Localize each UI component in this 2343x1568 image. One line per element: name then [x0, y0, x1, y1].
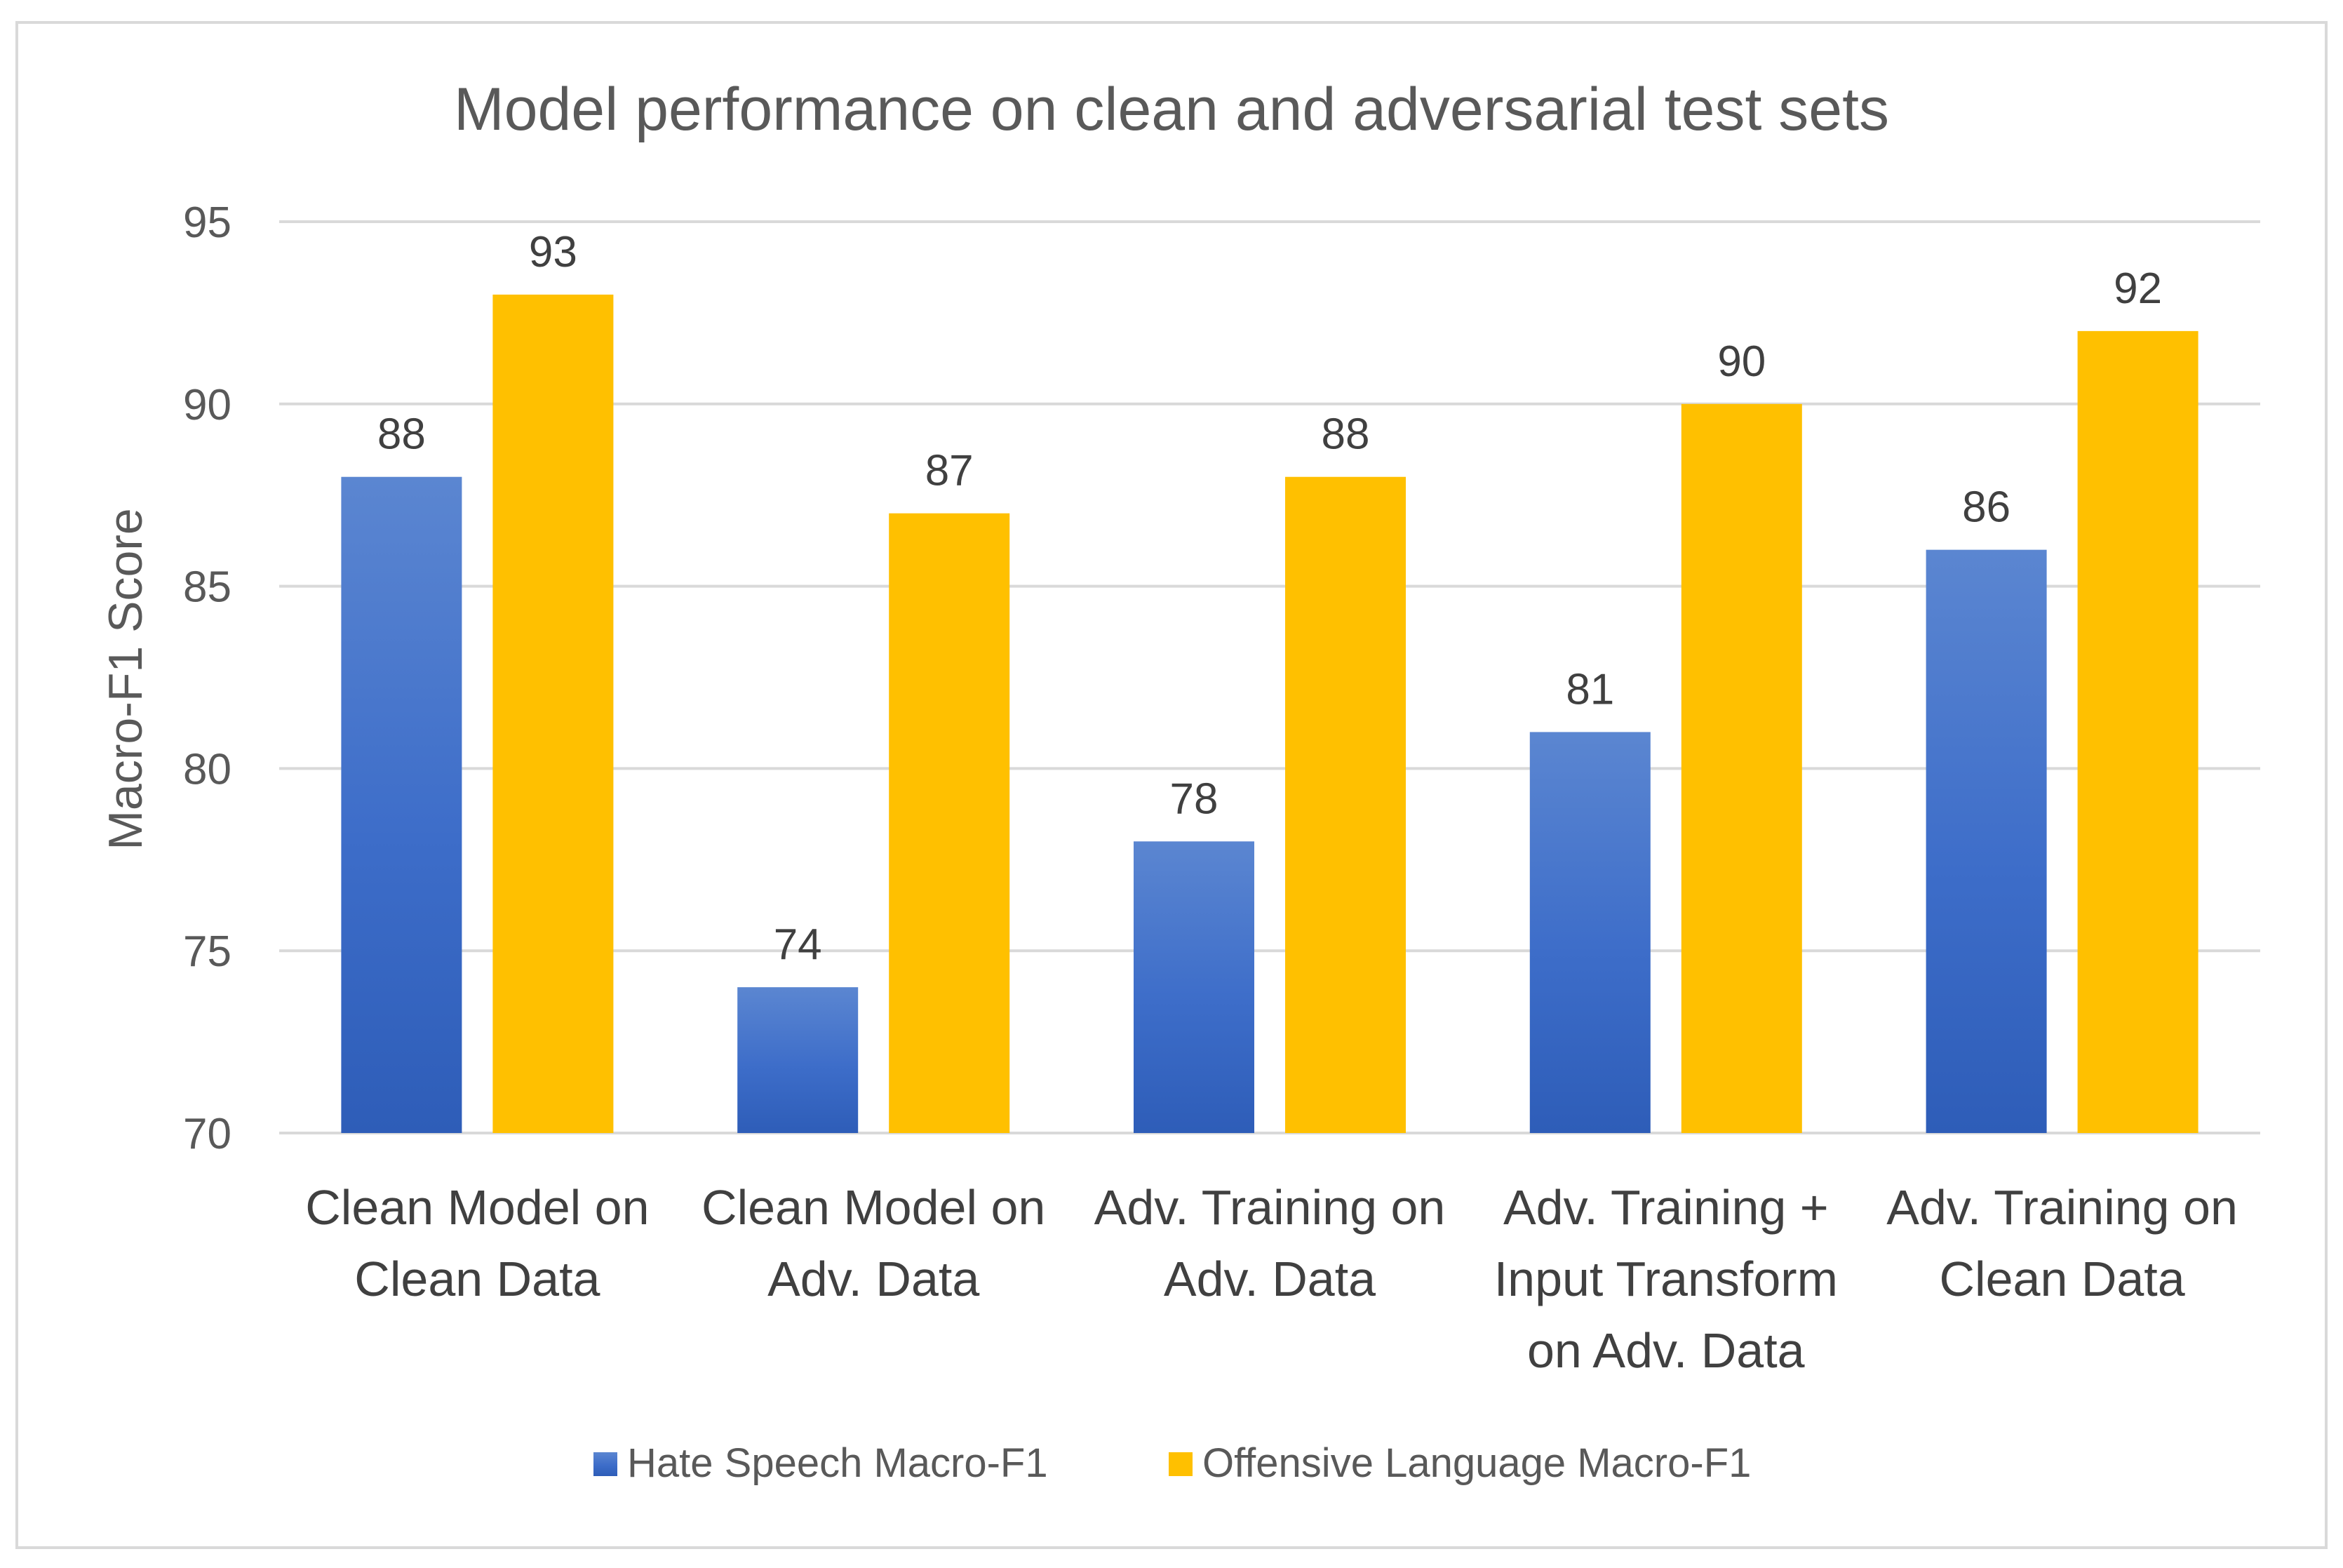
x-category-label: Adv. Data	[1164, 1252, 1376, 1306]
bars	[341, 294, 2198, 1133]
y-axis-label: Macro-F1 Score	[99, 508, 152, 850]
x-category-label: Input Transform	[1494, 1252, 1838, 1306]
x-category-label: Clean Data	[1939, 1252, 2184, 1306]
x-category-label: Adv. Training on	[1094, 1180, 1446, 1235]
x-category-label: Clean Model on	[305, 1180, 649, 1235]
offensive-language-bar	[889, 513, 1010, 1133]
x-category-label: Clean Model on	[701, 1180, 1045, 1235]
y-tick-label: 70	[183, 1110, 231, 1158]
data-label: 86	[1962, 483, 2010, 532]
hate-speech-bar	[1926, 549, 2047, 1133]
legend-label: Offensive Language Macro-F1	[1202, 1440, 1751, 1486]
hate-speech-bar	[737, 987, 859, 1133]
hate-speech-bar	[1134, 841, 1254, 1133]
x-axis-categories: Clean Model on Clean Data Clean Model on Ad…	[305, 1180, 2238, 1378]
data-label: 88	[377, 410, 426, 459]
legend: Hate Speech Macro-F1 Offensive Language M…	[593, 1440, 1751, 1486]
y-tick-label: 85	[183, 563, 231, 612]
y-axis-ticks: 70 75 80 85 90 95	[183, 199, 231, 1158]
y-tick-label: 80	[183, 745, 231, 793]
x-category-label: Adv. Training on	[1886, 1180, 2238, 1235]
hate-speech-bar	[341, 476, 462, 1133]
y-tick-label: 95	[183, 199, 231, 247]
offensive-language-bar	[492, 294, 614, 1133]
legend-label: Hate Speech Macro-F1	[627, 1440, 1048, 1486]
data-label: 88	[1322, 410, 1370, 459]
data-label: 87	[925, 447, 974, 495]
data-label: 93	[529, 228, 577, 276]
offensive-language-bar	[1285, 476, 1406, 1133]
x-category-label: Adv. Data	[767, 1252, 979, 1306]
chart-title: Model performance on clean and adversari…	[454, 76, 1889, 143]
x-category-label: Clean Data	[354, 1252, 600, 1306]
x-category-label: on Adv. Data	[1527, 1323, 1805, 1378]
offensive-language-bar	[1681, 403, 1802, 1133]
y-tick-label: 75	[183, 927, 231, 976]
data-label: 90	[1717, 337, 1766, 386]
data-labels: 88 93 74 87 78 88 81 90 86 92	[377, 228, 2162, 969]
x-category-label: Adv. Training +	[1503, 1180, 1829, 1235]
legend-swatch	[593, 1452, 617, 1476]
offensive-language-bar	[2077, 330, 2198, 1133]
data-label: 81	[1566, 665, 1614, 713]
y-tick-label: 90	[183, 381, 231, 429]
legend-swatch	[1169, 1452, 1193, 1476]
data-label: 78	[1170, 775, 1219, 823]
hate-speech-bar	[1529, 732, 1651, 1133]
data-label: 74	[774, 920, 822, 969]
data-label: 92	[2114, 264, 2162, 313]
